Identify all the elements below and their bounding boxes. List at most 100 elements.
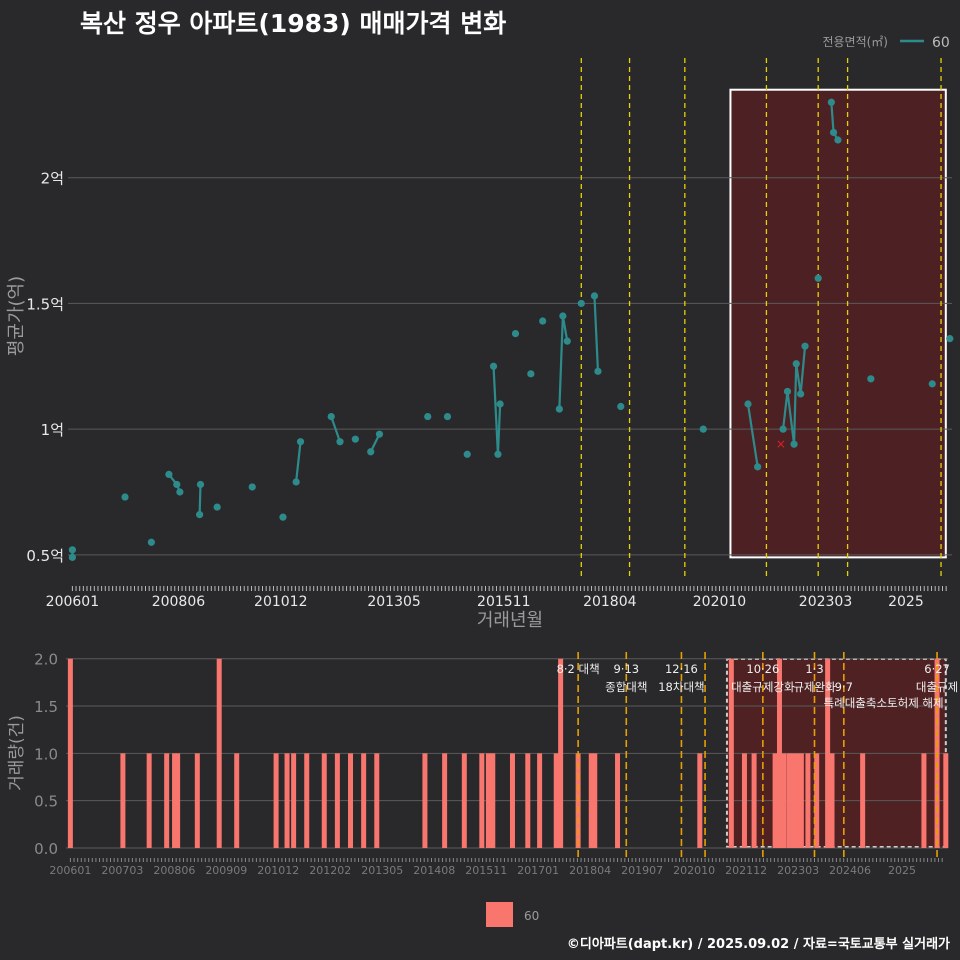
footer-credit: ©디아파트(dapt.kr) / 2025.09.02 / 자료=국토교통부 실… [566,937,950,952]
data-point [928,380,936,388]
bar [175,753,181,848]
series-line-segment [492,366,500,455]
policy-label: 18차대책 [658,680,704,694]
data-point [867,375,875,383]
bar [284,753,290,848]
data-point [577,299,585,308]
bar [509,753,515,848]
bar [553,753,559,848]
data-point [121,493,129,501]
x-tick-label: 201907 [621,864,663,877]
x-tick-label: 201511 [465,864,507,877]
bar [67,658,73,848]
policy-label: 종합대책 [605,680,647,694]
data-point [946,335,954,343]
x-tick-label: 201012 [257,864,299,877]
bar [588,753,594,848]
x-tick-label: 2025 [888,864,916,877]
policy-label: 1·3 [805,662,823,676]
series-line-segment [795,363,802,395]
legend-title: 전용면적(㎡) [822,35,888,49]
data-point [829,128,838,137]
data-point [699,425,707,433]
series-line-segment [799,346,807,395]
bar [825,658,831,848]
data-point [375,430,384,438]
bar [361,753,367,848]
x-tick-label: 201804 [583,594,637,610]
policy-label: 9·13 [613,662,639,676]
bar [334,753,340,848]
x-tick-label: 202303 [777,864,819,877]
bar [194,753,200,848]
data-point [814,274,822,282]
policy-label: 12·16 [665,662,698,676]
policy-label: 8·2 대책 [557,662,600,676]
policy-label: 대출규제 [916,680,958,694]
series-line-segment [198,484,202,515]
data-point [248,483,256,491]
data-point [527,370,535,378]
y-tick-label: 1.0 [34,745,58,763]
data-point [511,330,520,338]
data-point [617,402,625,411]
data-point [494,450,502,458]
x-tick-label: 201012 [254,594,307,610]
bar [798,753,804,848]
data-point [559,312,567,320]
cancelled-marker: × [776,437,786,451]
data-point [367,448,375,456]
bar [728,658,734,848]
policy-label: 10·26 [746,662,779,676]
series-line-segment [746,403,759,468]
data-point [563,337,571,345]
data-point [744,400,752,408]
x-tick-label: 202010 [673,864,715,877]
data-point [539,317,547,325]
policy-label: 대출규제강화 [731,680,795,694]
x-tick-label: 201408 [413,864,455,877]
bar [234,753,240,848]
data-point [196,511,204,519]
data-point [68,546,76,554]
highlight-region [729,88,947,559]
bar [921,753,927,848]
data-point [792,360,800,368]
x-tick-label: 2025 [888,594,924,610]
data-point [292,478,300,486]
y-axis-title: 평균가(억) [6,276,27,356]
bar [422,753,428,848]
data-point [279,513,287,521]
y-axis-title: 거래량(건) [7,715,27,791]
series-line-segment [792,363,798,445]
x-tick-label: 200601 [49,864,91,877]
y-tick-label: 0.5억 [26,547,64,565]
bar [781,753,787,848]
bar [146,753,152,848]
bar [741,753,747,848]
bar [304,753,310,848]
bar [786,753,792,848]
y-tick-label: 2억 [41,170,64,188]
policy-label: 6·27 [924,662,950,676]
bar [829,753,835,848]
bar [794,753,800,848]
data-point [327,412,335,421]
data-point [147,538,155,546]
data-point [555,405,563,413]
data-point [827,98,835,106]
data-point [801,342,809,350]
data-point [754,463,762,471]
legend-swatch [486,902,513,927]
bar [592,753,598,848]
bar [321,753,327,848]
bar [490,753,496,848]
series-line-segment [496,403,502,455]
y-tick-label: 0.0 [34,840,58,858]
x-tick-label: 202303 [799,594,852,610]
data-point [443,412,452,421]
bar [805,753,811,848]
data-point [351,435,359,443]
bar [525,753,531,848]
